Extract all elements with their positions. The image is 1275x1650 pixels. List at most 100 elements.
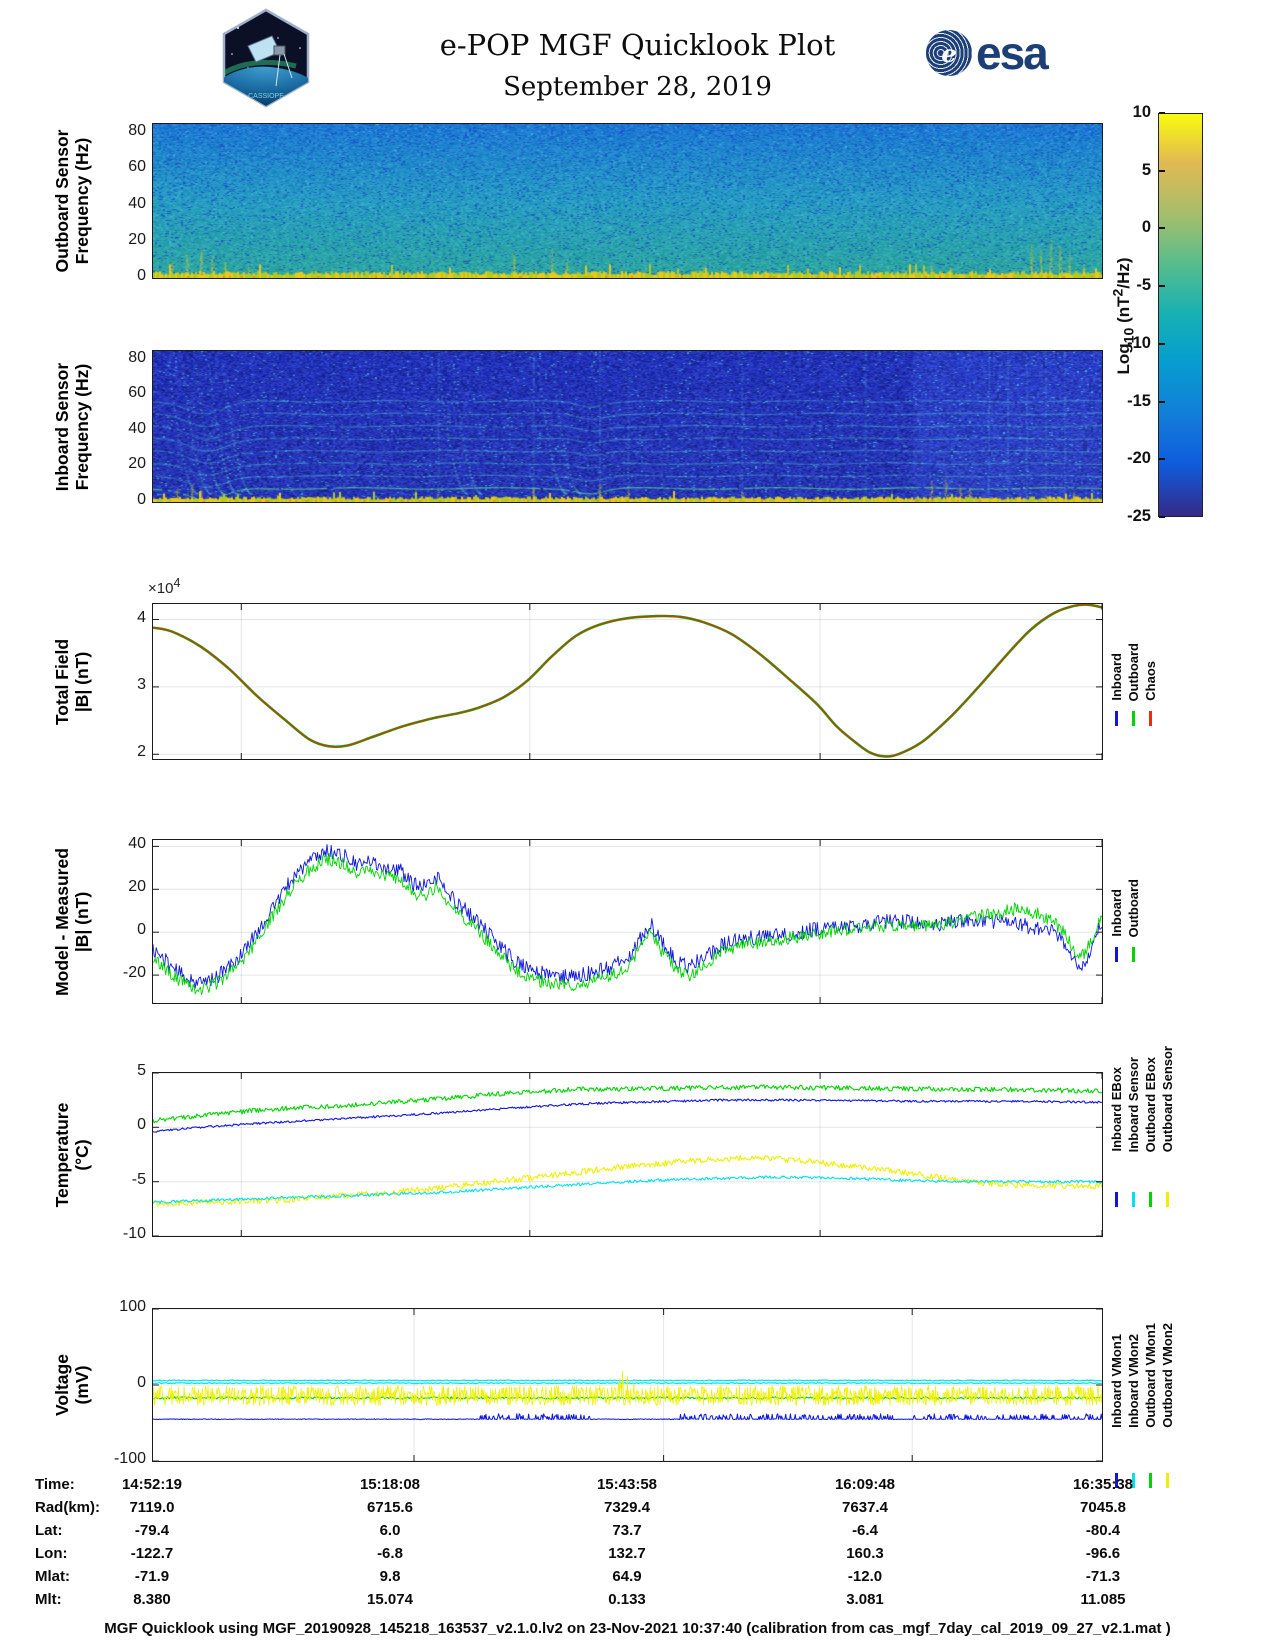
legend-color-key — [1149, 711, 1152, 726]
legend-entry: Inboard — [1108, 819, 1125, 937]
esa-logo: e esa — [926, 30, 1049, 76]
legend-color-key — [1115, 1473, 1118, 1488]
legend-entry: Outboard — [1125, 583, 1142, 702]
table-cell: 16:35:38 — [1072, 1476, 1134, 1493]
legend-entry: Inboard — [1108, 583, 1125, 701]
legend-color-key — [1115, 947, 1118, 962]
table-cell: 16:09:48 — [834, 1476, 896, 1493]
tick-label: 5 — [1141, 160, 1151, 179]
table-cell: -71.3 — [1085, 1568, 1121, 1585]
table-cell: 8.380 — [133, 1591, 171, 1608]
legend-key — [1125, 1192, 1142, 1207]
page-title: e-POP MGF Quicklook Plot — [439, 28, 836, 62]
legend-label: Inboard VMon2 — [1126, 1334, 1141, 1428]
tick-label: 2 — [137, 743, 146, 761]
legend-color-key — [1115, 1192, 1118, 1207]
tick-label: 0 — [137, 267, 146, 284]
legend-color-key — [1149, 1192, 1152, 1207]
tick-label: -10 — [122, 1225, 146, 1242]
table-cell: 64.9 — [612, 1568, 642, 1585]
voltage-panel — [152, 1308, 1103, 1462]
tick-label: 40 — [128, 419, 146, 437]
legend-key — [1108, 947, 1125, 962]
legend-entry: Outboard VMon1 — [1142, 1258, 1159, 1428]
tick-label: 20 — [128, 878, 146, 896]
legend-key — [1142, 711, 1159, 726]
legend-color-key — [1149, 1473, 1152, 1488]
tick-label: -5 — [131, 1170, 146, 1188]
total-field-panel — [152, 603, 1103, 760]
inboard_spectrogram-canvas — [153, 351, 1102, 502]
legend-temperature: Inboard EBox Inboard Sensor Outboard EBox O… — [1108, 1002, 1176, 1152]
legend-entry: Inboard EBox — [1108, 1002, 1125, 1152]
tick-label: 0 — [137, 1374, 146, 1391]
esa-globe-icon: e — [926, 30, 972, 76]
table-row-label: Mlat: — [35, 1568, 70, 1585]
tick-label: 3 — [137, 675, 146, 693]
tick-label: 40 — [128, 194, 146, 212]
footer-provenance-text: MGF Quicklook using MGF_20190928_145218_… — [104, 1620, 1171, 1637]
inboard-spectrogram-panel — [152, 350, 1103, 503]
table-cell: 7329.4 — [604, 1499, 650, 1516]
plot-date: September 28, 2019 — [503, 72, 772, 102]
legend-color-key — [1132, 1192, 1135, 1207]
tick-label: 4 — [137, 608, 146, 626]
table-cell: 132.7 — [608, 1545, 646, 1562]
tick-label: 10 — [1132, 103, 1151, 121]
legend-entry: Outboard VMon2 — [1159, 1258, 1176, 1428]
table-cell: -12.0 — [847, 1568, 883, 1585]
total_field-chart — [153, 604, 1102, 759]
tick-label: 60 — [128, 384, 146, 402]
table-cell: 7119.0 — [129, 1499, 175, 1516]
table-row-label: Lon: — [35, 1545, 68, 1562]
legend-entry: Outboard Sensor — [1159, 1002, 1176, 1152]
legend-total-field: Inboard Outboard Chaos — [1108, 583, 1159, 702]
legend-voltage: Inboard VMon1 Inboard VMon2 Outboard VMon1… — [1108, 1258, 1176, 1428]
tick-label: -25 — [1127, 507, 1151, 525]
legend-keys-temperature — [1108, 1192, 1176, 1207]
tick-label: 80 — [128, 348, 146, 366]
table-cell: 3.081 — [846, 1591, 884, 1608]
legend-label: Inboard — [1109, 653, 1124, 701]
table-cell: -122.7 — [130, 1545, 174, 1562]
legend-key — [1142, 1192, 1159, 1207]
tick-label: -20 — [1127, 449, 1151, 468]
table-cell: -79.4 — [134, 1522, 170, 1539]
table-cell: -6.4 — [852, 1522, 878, 1539]
legend-color-key — [1132, 711, 1135, 726]
table-cell: -96.6 — [1085, 1545, 1121, 1562]
tick-label: 0 — [137, 491, 146, 508]
legend-label: Inboard — [1109, 889, 1124, 937]
legend-keys-voltage — [1108, 1473, 1176, 1488]
legend-keys-model-minus-measured — [1108, 947, 1142, 962]
legend-label: Outboard — [1126, 878, 1141, 938]
tick-label: 0 — [137, 1116, 146, 1134]
outboard-spectrogram-panel — [152, 123, 1103, 279]
temperature-chart — [153, 1073, 1102, 1236]
table-cell: -80.4 — [1085, 1522, 1121, 1539]
legend-color-key — [1132, 947, 1135, 962]
tick-label: 0 — [137, 921, 146, 939]
tick-label: -20 — [122, 964, 146, 982]
legend-key — [1108, 1192, 1125, 1207]
tick-label: 5 — [137, 1062, 146, 1079]
legend-label: Outboard — [1126, 642, 1141, 702]
cassiope-mission-patch: CASSIOPE — [222, 8, 310, 108]
legend-key — [1125, 947, 1142, 962]
legend-label: Inboard EBox — [1109, 1067, 1124, 1152]
tick-label: 60 — [128, 158, 146, 176]
legend-label: Inboard VMon1 — [1109, 1334, 1124, 1428]
table-row-mlat: Mlat: -71.9 9.8 64.9 -12.0 -71.3 — [0, 1568, 1275, 1590]
table-cell: 6.0 — [379, 1522, 401, 1539]
legend-key — [1159, 1473, 1176, 1488]
tick-label: 80 — [128, 122, 146, 140]
legend-label: Outboard VMon2 — [1160, 1323, 1175, 1428]
legend-key — [1159, 1192, 1176, 1207]
spectrogram-colorbar — [1158, 113, 1203, 517]
colorbar-axis-label: Log10 (nT2/Hz) — [1110, 257, 1138, 375]
legend-entry: Inboard Sensor — [1125, 1002, 1142, 1152]
total-field-exponent-label: ×104 — [148, 576, 181, 597]
table-row-lat: Lat: -79.4 6.0 73.7 -6.4 -80.4 — [0, 1522, 1275, 1544]
model-minus-measured-panel — [152, 839, 1103, 1004]
table-row-radkm: Rad(km): 7119.0 6715.6 7329.4 7637.4 7045.8 — [0, 1499, 1275, 1521]
